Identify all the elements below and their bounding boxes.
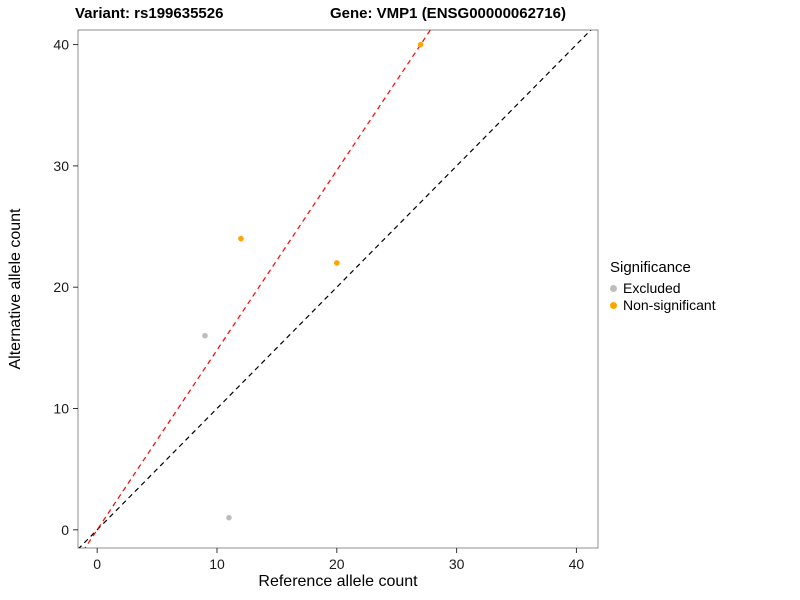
data-point-non-significant	[417, 41, 424, 48]
legend-title: Significance	[610, 259, 691, 276]
data-point-excluded	[202, 332, 208, 339]
fitted-line	[84, 30, 432, 548]
x-tick-label: 40	[569, 556, 585, 572]
legend-item-non-significant: Non-significant	[610, 297, 716, 313]
x-tick-label: 30	[449, 556, 465, 572]
gene-title: Gene: VMP1 (ENSG00000062716)	[330, 5, 566, 22]
y-tick-label: 40	[53, 37, 69, 53]
x-axis-title: Reference allele count	[258, 573, 418, 590]
y-tick-label: 20	[53, 279, 69, 295]
legend-item-excluded: Excluded	[610, 280, 716, 296]
excluded-point-icon	[610, 284, 617, 292]
x-tick-label: 0	[93, 556, 101, 572]
non-significant-point-icon	[610, 301, 617, 309]
y-tick-label: 10	[53, 400, 69, 416]
panel-border	[77, 29, 599, 549]
data-point-excluded	[226, 514, 232, 521]
legend-item-label: Non-significant	[623, 297, 716, 313]
x-tick-label: 10	[209, 556, 225, 572]
y-tick-label: 0	[61, 522, 69, 538]
y-tick-label: 30	[53, 158, 69, 174]
variant-title: Variant: rs199635526	[75, 5, 224, 22]
x-tick-label: 20	[329, 556, 345, 572]
legend-item-label: Excluded	[623, 280, 681, 296]
data-point-non-significant	[238, 235, 244, 242]
data-point-non-significant	[334, 260, 340, 266]
y-axis-title: Alternative allele count	[7, 208, 24, 370]
identity-line	[78, 30, 592, 548]
legend: Significance Excluded Non-significant	[610, 259, 716, 313]
